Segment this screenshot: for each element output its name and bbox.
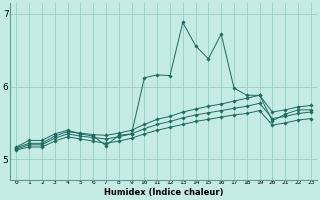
X-axis label: Humidex (Indice chaleur): Humidex (Indice chaleur) — [104, 188, 223, 197]
